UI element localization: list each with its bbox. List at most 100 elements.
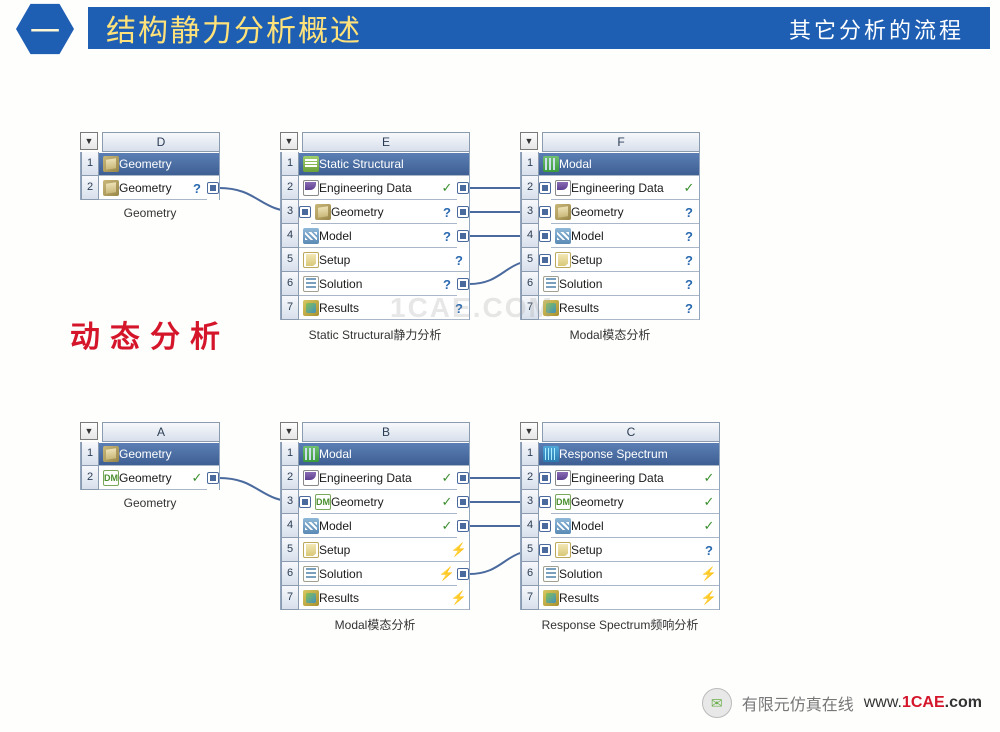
connector-in[interactable] [539, 254, 551, 266]
cell-row[interactable]: 2Engineering Data✓ [521, 176, 699, 200]
component-cell[interactable]: Model✓ [299, 514, 457, 538]
cell-row[interactable]: 2Engineering Data✓ [281, 466, 469, 490]
connector-in[interactable] [539, 520, 551, 532]
res-icon [543, 590, 559, 606]
component-cell[interactable]: Model? [551, 224, 699, 248]
row-number: 2 [281, 466, 299, 490]
cell-row[interactable]: 4Model? [521, 224, 699, 248]
connector-out[interactable] [457, 472, 469, 484]
cell-row[interactable]: 1Modal [281, 442, 469, 466]
cell-row[interactable]: 7Results⚡ [281, 586, 469, 610]
connector-out[interactable] [457, 520, 469, 532]
connector-in[interactable] [539, 544, 551, 556]
system-menu-button[interactable]: ▼ [80, 132, 98, 150]
component-cell[interactable]: Geometry? [551, 200, 699, 224]
system-B[interactable]: ▼B1Modal2Engineering Data✓3DMGeometry✓4M… [280, 422, 470, 633]
connector-out[interactable] [457, 182, 469, 194]
connector-out[interactable] [207, 182, 219, 194]
component-cell[interactable]: DMGeometry✓ [99, 466, 207, 490]
cell-row[interactable]: 5Setup? [281, 248, 469, 272]
component-cell[interactable]: Engineering Data✓ [299, 466, 457, 490]
connector-out[interactable] [457, 568, 469, 580]
component-cell[interactable]: Setup? [551, 248, 699, 272]
cell-row[interactable]: 1Geometry [81, 442, 219, 466]
component-cell[interactable]: Model✓ [551, 514, 719, 538]
component-cell[interactable]: Setup⚡ [299, 538, 469, 562]
connector-in[interactable] [539, 182, 551, 194]
cell-row[interactable]: 1Geometry [81, 152, 219, 176]
cell-row[interactable]: 2Engineering Data✓ [281, 176, 469, 200]
component-cell[interactable]: Results? [539, 296, 699, 320]
component-cell[interactable]: Setup? [551, 538, 719, 562]
row-number: 1 [281, 442, 299, 466]
cell-row[interactable]: 4Model✓ [521, 514, 719, 538]
system-title-cell[interactable]: Static Structural [299, 152, 469, 176]
component-cell[interactable]: Results⚡ [299, 586, 469, 610]
cell-row[interactable]: 3Geometry? [521, 200, 699, 224]
cell-row[interactable]: 2Engineering Data✓ [521, 466, 719, 490]
connector-out[interactable] [207, 472, 219, 484]
component-cell[interactable]: DMGeometry✓ [551, 490, 719, 514]
system-caption: Modal模态分析 [280, 616, 470, 633]
connector-out[interactable] [457, 496, 469, 508]
cell-row[interactable]: 3DMGeometry✓ [521, 490, 719, 514]
cell-row[interactable]: 5 Setup? [521, 248, 699, 272]
cell-row[interactable]: 1Static Structural [281, 152, 469, 176]
cell-row[interactable]: 2DMGeometry✓ [81, 466, 219, 490]
connector-in[interactable] [539, 206, 551, 218]
status-question: ? [437, 277, 457, 292]
system-D[interactable]: ▼D1Geometry2Geometry?Geometry [80, 132, 220, 220]
system-title-cell[interactable]: Modal [299, 442, 469, 466]
connector-out[interactable] [457, 230, 469, 242]
connector-in[interactable] [539, 230, 551, 242]
component-cell[interactable]: DMGeometry✓ [311, 490, 457, 514]
component-cell[interactable]: Solution? [539, 272, 699, 296]
cell-row[interactable]: 4Model? [281, 224, 469, 248]
status-question: ? [437, 205, 457, 220]
connector-out[interactable] [457, 278, 469, 290]
cell-row[interactable]: 4Model✓ [281, 514, 469, 538]
component-cell[interactable]: Solution⚡ [539, 562, 719, 586]
component-cell[interactable]: Engineering Data✓ [299, 176, 457, 200]
component-cell[interactable]: Engineering Data✓ [551, 176, 699, 200]
system-menu-button[interactable]: ▼ [520, 132, 538, 150]
connector-in[interactable] [299, 496, 311, 508]
row-number: 5 [521, 248, 539, 272]
footer-label: 有限元仿真在线 [742, 691, 854, 715]
system-title-cell[interactable]: Geometry [99, 152, 219, 176]
system-title-cell[interactable]: Geometry [99, 442, 219, 466]
connector-in[interactable] [539, 472, 551, 484]
system-menu-button[interactable]: ▼ [80, 422, 98, 440]
component-cell[interactable]: Geometry? [311, 200, 457, 224]
sol-icon [543, 566, 559, 582]
cell-row[interactable]: 1Response Spectrum [521, 442, 719, 466]
cell-row[interactable]: 5Setup⚡ [281, 538, 469, 562]
cell-label: Results [559, 591, 699, 605]
cell-label: Results [559, 301, 679, 315]
cell-row[interactable]: 5Setup? [521, 538, 719, 562]
system-menu-button[interactable]: ▼ [520, 422, 538, 440]
cell-row[interactable]: 3Geometry? [281, 200, 469, 224]
cell-row[interactable]: 2Geometry? [81, 176, 219, 200]
system-title-cell[interactable]: Modal [539, 152, 699, 176]
system-C[interactable]: ▼C1Response Spectrum2Engineering Data✓3D… [520, 422, 720, 633]
component-cell[interactable]: Geometry? [99, 176, 207, 200]
component-cell[interactable]: Model? [299, 224, 457, 248]
component-cell[interactable]: Setup? [299, 248, 469, 272]
cell-row[interactable]: 3DMGeometry✓ [281, 490, 469, 514]
cell-row[interactable]: 6Solution⚡ [281, 562, 469, 586]
system-A[interactable]: ▼A1Geometry2DMGeometry✓Geometry [80, 422, 220, 510]
connector-in[interactable] [299, 206, 311, 218]
system-menu-button[interactable]: ▼ [280, 132, 298, 150]
component-cell[interactable]: Solution⚡ [299, 562, 457, 586]
connector-out[interactable] [457, 206, 469, 218]
cell-label: Geometry [331, 495, 437, 509]
component-cell[interactable]: Engineering Data✓ [551, 466, 719, 490]
cell-row[interactable]: 7Results⚡ [521, 586, 719, 610]
cell-row[interactable]: 1Modal [521, 152, 699, 176]
cell-row[interactable]: 6Solution⚡ [521, 562, 719, 586]
system-title-cell[interactable]: Response Spectrum [539, 442, 719, 466]
system-menu-button[interactable]: ▼ [280, 422, 298, 440]
connector-in[interactable] [539, 496, 551, 508]
component-cell[interactable]: Results⚡ [539, 586, 719, 610]
